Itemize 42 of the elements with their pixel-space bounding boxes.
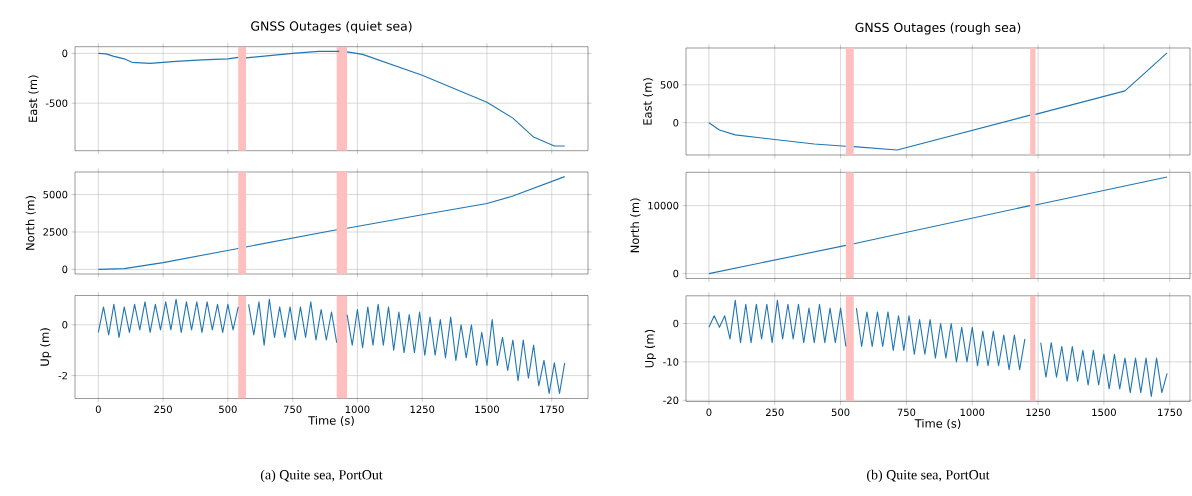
y-tick-label: 0 (62, 265, 68, 274)
y-axis-title: Up (m) (644, 329, 656, 368)
y-tick-label: 0 (673, 269, 679, 278)
y-tick-label: 0 (673, 118, 679, 127)
y-tick-label: -500 (45, 99, 68, 107)
y-tick-label: -10 (663, 358, 679, 366)
text: (a) Quite sea, PortOut (260, 469, 383, 483)
y-tick-label: 500 (660, 81, 679, 89)
text: (b) Quite sea, PortOut (867, 469, 990, 483)
x-tick-label: 1250 (1026, 408, 1051, 417)
x-axis-title: Time (s) (914, 418, 961, 430)
x-tick-label: 1750 (1158, 408, 1182, 417)
y-axis-title: North (m) (25, 196, 36, 250)
x-tick-label: 0 (706, 408, 712, 417)
x-tick-label: 500 (219, 405, 237, 414)
x-tick-label: 750 (897, 408, 916, 417)
chart-title: GNSS Outages (rough sea) (855, 22, 1021, 35)
x-tick-label: 0 (95, 405, 101, 414)
x-tick-label: 1750 (540, 405, 564, 414)
x-tick-label: 1250 (410, 405, 435, 414)
y-tick-label: 0 (673, 319, 679, 328)
x-tick-label: 750 (283, 405, 302, 414)
y-tick-label: 0 (62, 320, 68, 329)
x-axis-title: Time (s) (308, 415, 354, 427)
x-tick-label: 1000 (345, 405, 370, 414)
y-axis-title: North (m) (630, 198, 641, 253)
x-tick-label: 1500 (475, 405, 499, 414)
y-tick-label: 2500 (43, 228, 68, 236)
x-tick-label: 1000 (960, 408, 985, 417)
y-tick-label: 10000 (648, 201, 679, 210)
y-tick-label: -20 (663, 396, 679, 405)
y-tick-label: -2 (58, 371, 67, 380)
y-axis-title: East (m) (28, 75, 39, 122)
x-tick-label: 250 (154, 405, 172, 414)
y-axis-title: East (m) (642, 78, 654, 125)
x-tick-label: 250 (765, 408, 784, 417)
chart-title: GNSS Outages (quiet sea) (251, 21, 412, 34)
y-tick-label: 5000 (43, 190, 68, 199)
y-tick-label: 0 (62, 49, 68, 58)
y-axis-title: Up (m) (40, 328, 52, 366)
x-tick-label: 1500 (1092, 408, 1116, 417)
x-tick-label: 500 (831, 408, 850, 417)
